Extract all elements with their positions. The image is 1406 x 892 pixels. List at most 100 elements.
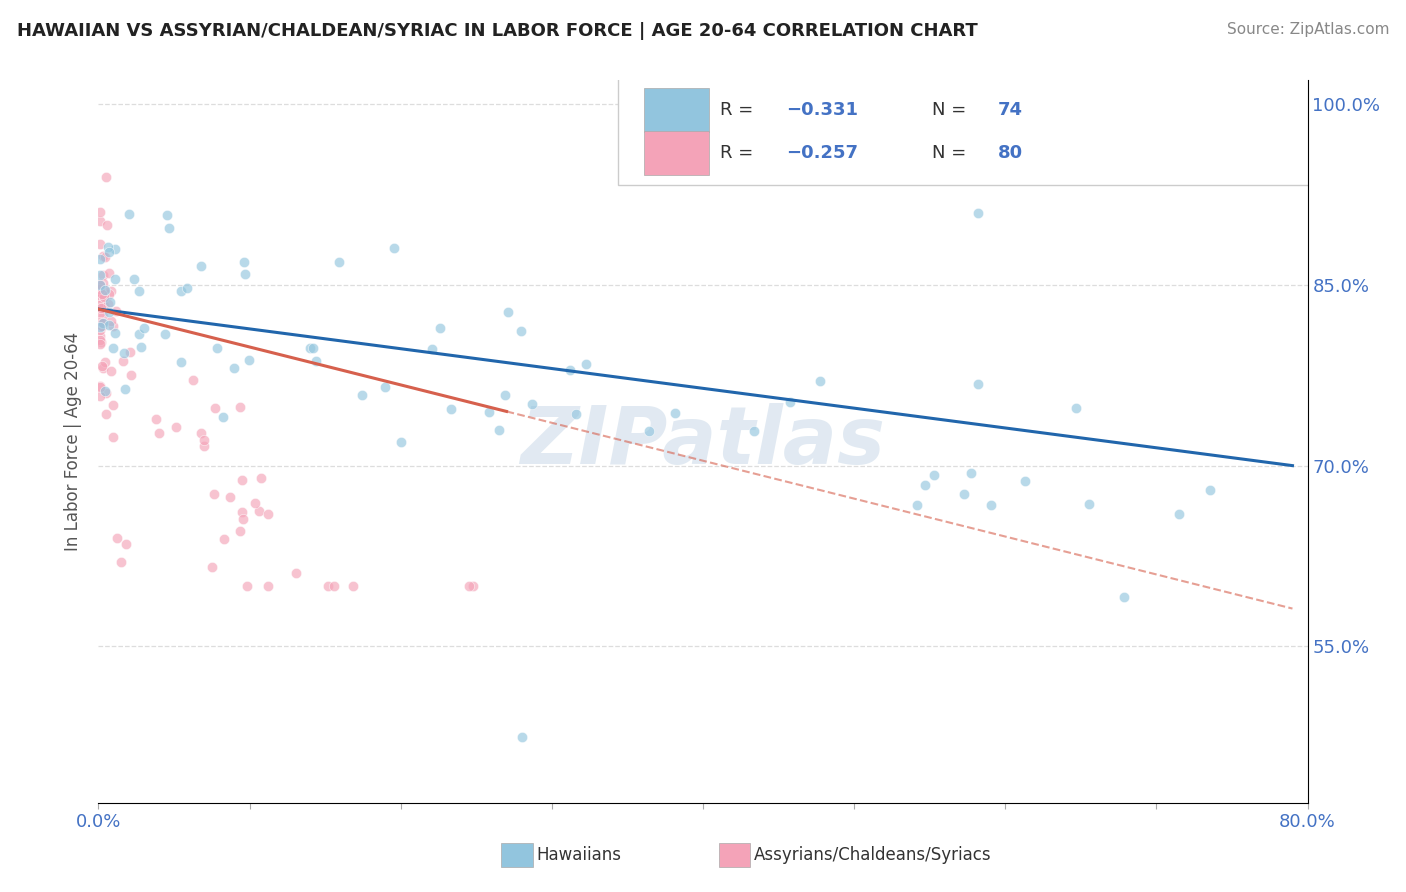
Point (231, 505, 253, 519)
Point (97, 286, 120, 301)
Point (328, 255, 350, 269)
Point (488, 423, 510, 437)
Point (170, 285, 193, 299)
Point (112, 346, 135, 360)
Point (382, 241, 405, 255)
Point (238, 353, 260, 368)
Point (1066, 401, 1088, 415)
Point (100, 284, 122, 298)
Point (520, 397, 543, 411)
Point (494, 388, 516, 402)
Point (91, 277, 114, 291)
Point (232, 255, 254, 269)
Point (1077, 497, 1099, 511)
Point (170, 355, 193, 369)
Point (558, 363, 581, 377)
Point (256, 507, 278, 521)
Point (97, 244, 120, 259)
Point (89, 315, 111, 329)
Text: 80: 80 (998, 144, 1024, 161)
Point (104, 242, 127, 256)
Point (148, 426, 170, 441)
Point (905, 498, 928, 512)
Text: Assyrians/Chaldeans/Syriacs: Assyrians/Chaldeans/Syriacs (754, 846, 991, 863)
Point (509, 324, 531, 338)
Point (1168, 507, 1191, 521)
Point (193, 439, 215, 453)
Point (914, 478, 936, 492)
Point (114, 537, 136, 551)
Point (93, 300, 115, 314)
Point (1112, 590, 1135, 604)
Point (463, 579, 485, 593)
Point (120, 368, 142, 383)
Point (298, 341, 321, 355)
Point (128, 327, 150, 342)
Point (316, 579, 339, 593)
Point (967, 377, 990, 392)
Point (243, 496, 266, 510)
Point (256, 579, 278, 593)
Point (744, 424, 766, 438)
Point (478, 405, 501, 419)
Point (100, 314, 122, 328)
Point (89, 287, 111, 301)
Point (89, 268, 111, 282)
Point (231, 473, 253, 487)
Point (89, 389, 111, 403)
Point (214, 532, 236, 546)
Point (100, 364, 122, 378)
Point (91, 359, 114, 373)
Point (458, 579, 481, 593)
Point (204, 401, 226, 416)
Point (190, 426, 212, 441)
Point (101, 319, 124, 334)
Point (159, 220, 181, 235)
Text: N =: N = (932, 144, 972, 161)
Text: Source: ZipAtlas.com: Source: ZipAtlas.com (1226, 22, 1389, 37)
Point (90, 301, 112, 315)
Point (190, 259, 212, 273)
Point (89, 323, 111, 337)
Point (89, 282, 111, 296)
Point (374, 379, 396, 393)
Point (284, 566, 307, 580)
FancyBboxPatch shape (644, 131, 709, 175)
Point (233, 267, 256, 281)
Point (176, 281, 198, 295)
Point (89, 291, 111, 305)
Point (90, 318, 112, 333)
Point (94, 250, 117, 264)
Point (232, 512, 254, 526)
Text: Hawaiians: Hawaiians (536, 846, 621, 863)
Point (89, 252, 111, 266)
Point (575, 357, 598, 371)
Point (101, 430, 124, 444)
Point (323, 579, 346, 593)
Text: N =: N = (932, 102, 972, 120)
Point (129, 340, 152, 354)
Point (89, 281, 111, 295)
Point (638, 424, 661, 438)
Point (93, 360, 115, 375)
Point (96, 218, 118, 232)
Point (1014, 475, 1036, 489)
Point (429, 320, 451, 334)
Point (155, 327, 177, 342)
Point (97, 240, 120, 254)
Point (114, 382, 136, 396)
Point (89, 298, 111, 312)
Point (101, 341, 124, 355)
Point (229, 524, 252, 538)
Point (89, 277, 111, 291)
Point (94, 384, 117, 398)
Point (90, 316, 112, 330)
Point (236, 579, 259, 593)
Point (96, 385, 118, 400)
Point (305, 354, 328, 368)
Text: R =: R = (720, 144, 759, 161)
Point (181, 373, 204, 387)
Point (89, 334, 111, 348)
Point (510, 730, 533, 744)
Point (342, 579, 364, 593)
